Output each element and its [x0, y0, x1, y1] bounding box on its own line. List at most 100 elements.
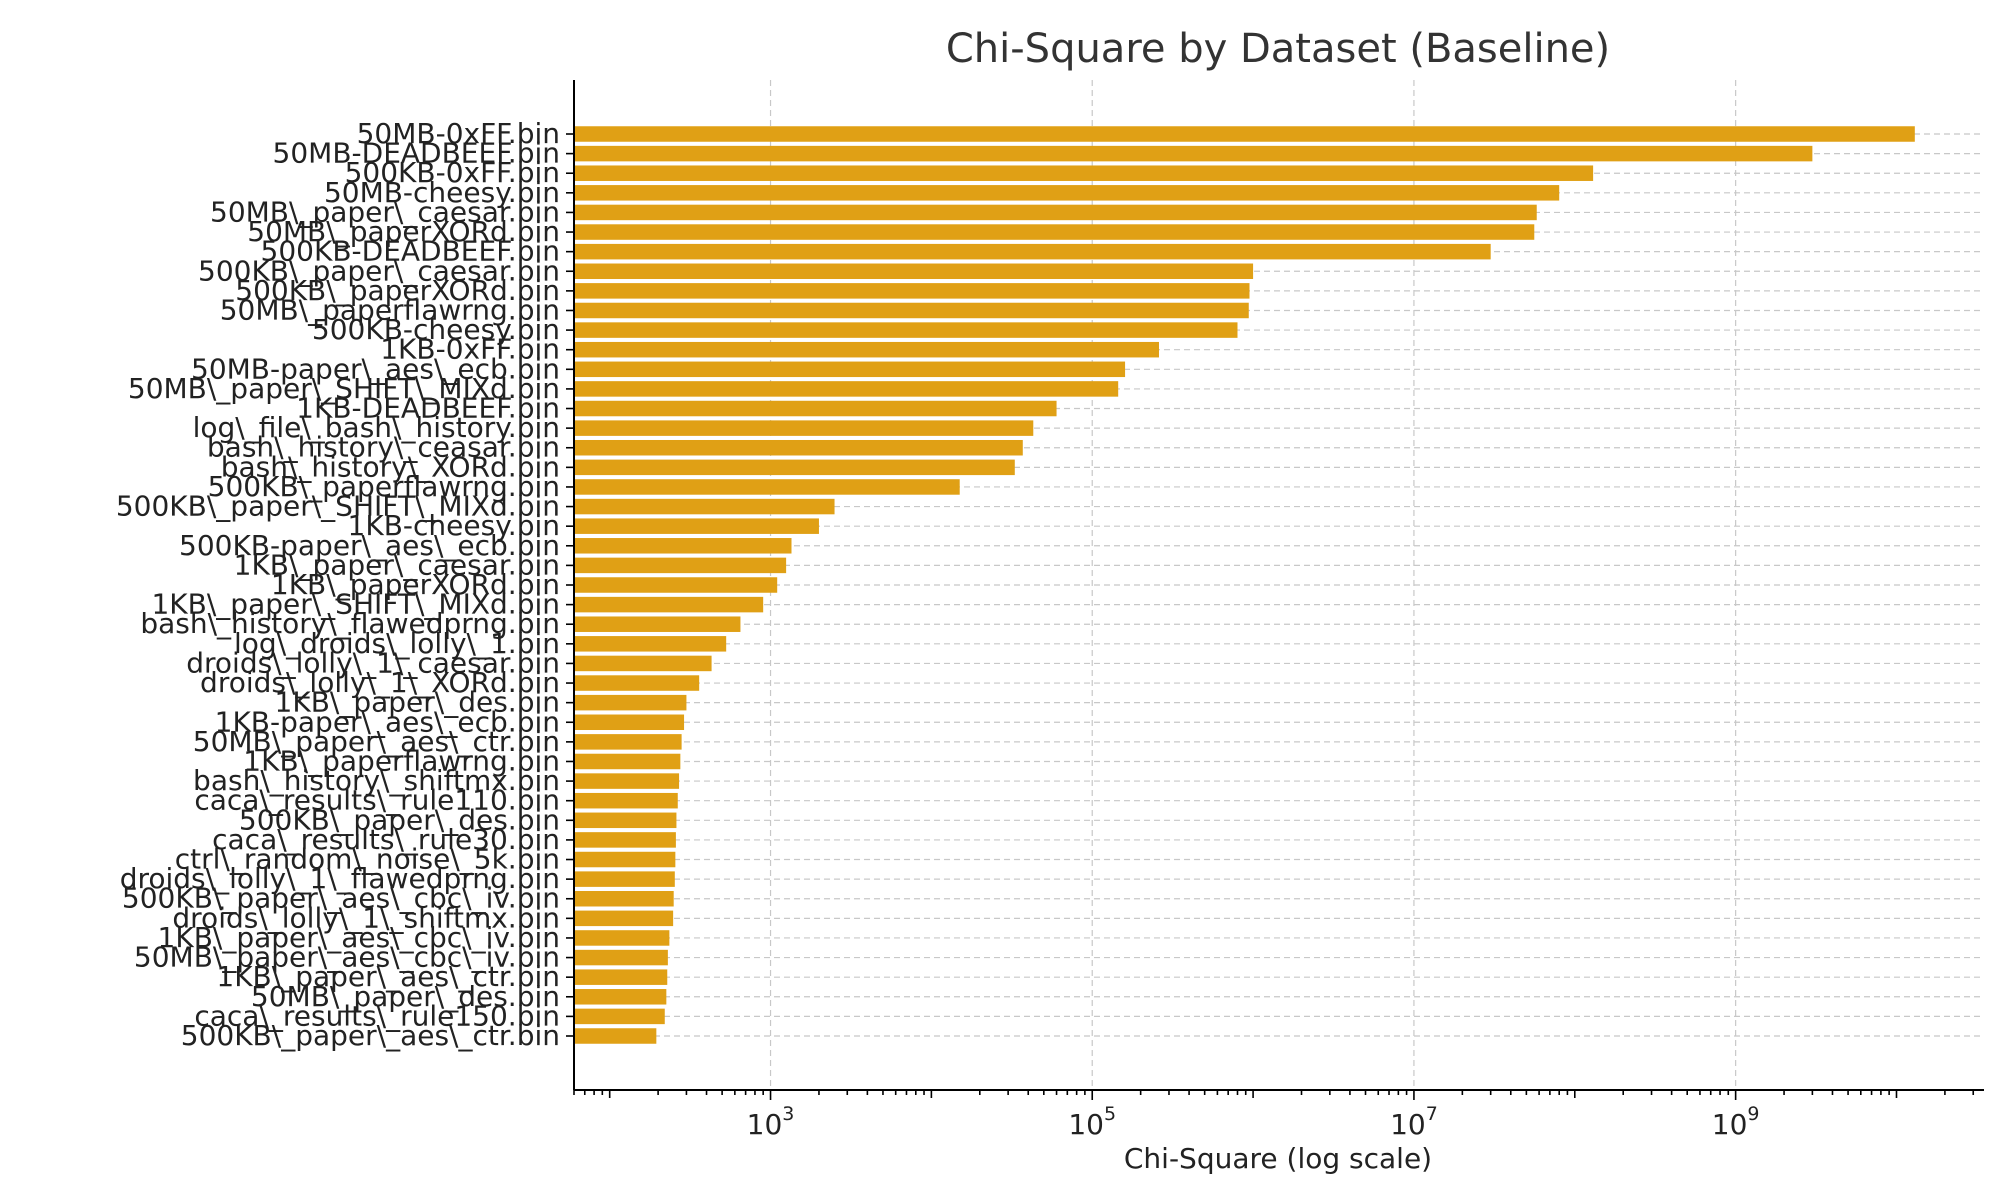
bar	[574, 165, 1594, 181]
category-label: caca\_results\_rule110.bin	[194, 784, 560, 817]
chart-title: Chi-Square by Dataset (Baseline)	[946, 26, 1610, 72]
category-label: bash\_history\_XORd.bin	[221, 450, 560, 483]
category-labels: 50MB-0xFF.bin50MB-DEADBEEF.bin500KB-0xFF…	[116, 117, 560, 1052]
category-label: 1KB-0xFF.bin	[380, 333, 560, 366]
category-label: 50MB\_paper\_caesar.bin	[210, 195, 560, 228]
bar	[574, 341, 1159, 358]
category-label: caca\_results\_rule150.bin	[194, 999, 560, 1032]
category-label: 500KB-0xFF.bin	[345, 156, 560, 189]
bar	[574, 1028, 657, 1044]
category-label: 50MB-DEADBEEF.bin	[273, 137, 560, 170]
category-label: 1KB\_paper\_caesar.bin	[234, 548, 560, 581]
category-label: log\_file\_bash\_history.bin	[193, 411, 560, 444]
bar	[574, 832, 676, 848]
bar	[574, 616, 741, 632]
bar	[574, 753, 681, 770]
bar	[574, 439, 1023, 456]
category-label: 1KB\_paperflawrng.bin	[243, 744, 560, 777]
bar	[574, 910, 674, 927]
bar	[574, 989, 667, 1005]
category-label: 500KB\_paper\_SHIFT\_MIXd.bin	[116, 490, 560, 523]
category-label: 500KB\_paper\_aes\_cbc\_iv.bin	[122, 882, 560, 915]
category-label: 500KB-paper\_aes\_ecb.bin	[179, 529, 560, 562]
category-label: droids\_lolly\_1\_XORd.bin	[200, 666, 560, 699]
axes: 103 105 107 109	[566, 80, 1984, 1141]
x-axis-label: Chi-Square (log scale)	[1124, 1142, 1432, 1175]
bar	[574, 538, 792, 554]
category-label: 50MB-0xFF.bin	[357, 117, 560, 150]
bar	[574, 498, 835, 515]
bar	[574, 655, 712, 672]
bar	[574, 773, 680, 789]
category-label: 50MB\_paper\_aes\_cbc\_iv.bin	[134, 941, 560, 974]
bar	[574, 792, 678, 809]
bar	[574, 518, 819, 534]
bar	[574, 969, 668, 985]
category-label: droids\_lolly\_1\_shiftmx.bin	[172, 901, 560, 934]
bar	[574, 851, 676, 868]
bar	[574, 1008, 665, 1025]
bar	[574, 949, 668, 966]
category-label: 50MB\_paperflawrng.bin	[220, 293, 560, 326]
category-label: bash\_history\_shiftmx.bin	[193, 764, 560, 797]
category-label: droids\_lolly\_1\_flawedprng.bin	[120, 862, 560, 895]
category-label: 500KB\_paperXORd.bin	[235, 274, 560, 307]
bar	[574, 596, 764, 613]
category-label: 500KB\_paper\_aes\_ctr.bin	[181, 1019, 560, 1052]
bar	[574, 479, 960, 495]
category-label: 1KB-DEADBEEF.bin	[296, 392, 560, 425]
category-label: 1KB\_paper\_aes\_cbc\_iv.bin	[158, 921, 560, 954]
category-label: caca\_results\_rule30.bin	[212, 823, 560, 856]
category-label: 500KB\_paper\_des.bin	[239, 803, 560, 836]
bar	[574, 459, 1015, 476]
bar	[574, 636, 727, 652]
bar	[574, 694, 687, 711]
bar	[574, 890, 674, 907]
category-label: 50MB\_paper\_aes\_ctr.bin	[193, 725, 560, 758]
bar	[574, 871, 675, 887]
category-label: 50MB-paper\_aes\_ecb.bin	[191, 352, 560, 385]
bar	[574, 224, 1535, 240]
bar	[574, 243, 1491, 260]
category-label: bash\_history\_flawedprng.bin	[140, 607, 560, 640]
category-label: 50MB-cheesy.bin	[324, 176, 560, 209]
bars	[574, 126, 1915, 1044]
category-label: 1KB\_paperXORd.bin	[271, 568, 560, 601]
bar	[574, 930, 670, 946]
category-label: 1KB\_paper\_SHIFT\_MIXd.bin	[151, 588, 560, 621]
bar	[574, 322, 1238, 338]
bar	[574, 675, 700, 691]
category-label: droids\_lolly\_1\_caesar.bin	[186, 646, 560, 679]
bar	[574, 734, 682, 750]
bar	[574, 361, 1126, 378]
bar	[574, 145, 1813, 162]
category-label: 1KB\_paper\_aes\_ctr.bin	[216, 960, 560, 993]
x-tick-label: 103	[747, 1103, 795, 1141]
category-label: 500KB-cheesy.bin	[312, 313, 560, 346]
category-label: 1KB-paper\_aes\_ecb.bin	[215, 705, 560, 738]
category-label: 50MB\_paper\_des.bin	[251, 980, 560, 1013]
bar	[574, 557, 787, 574]
bar	[574, 302, 1249, 319]
category-label: 500KB\_paper\_caesar.bin	[198, 254, 560, 287]
bar	[574, 812, 677, 829]
category-label: 500KB-DEADBEEF.bin	[261, 235, 560, 268]
category-label: log\_droids\_lolly\_1.bin	[234, 627, 560, 660]
category-label: 1KB-cheesy.bin	[348, 509, 560, 542]
x-tick-label: 109	[1712, 1103, 1760, 1141]
bar	[574, 185, 1560, 201]
bar	[574, 283, 1250, 299]
x-tick-label: 107	[1390, 1103, 1438, 1141]
category-label: 50MB\_paper\_SHIFT\_MIXd.bin	[128, 372, 560, 405]
bar	[574, 714, 685, 731]
bar	[574, 400, 1057, 417]
category-label: 50MB\_paperXORd.bin	[247, 215, 560, 248]
bar	[574, 204, 1537, 221]
bar	[574, 263, 1254, 280]
bar	[574, 381, 1119, 397]
category-label: ctrl\_random\_noise\_5k.bin	[175, 843, 560, 876]
x-tick-label: 105	[1068, 1103, 1116, 1141]
category-label: 1KB\_paper\_des.bin	[275, 686, 560, 719]
